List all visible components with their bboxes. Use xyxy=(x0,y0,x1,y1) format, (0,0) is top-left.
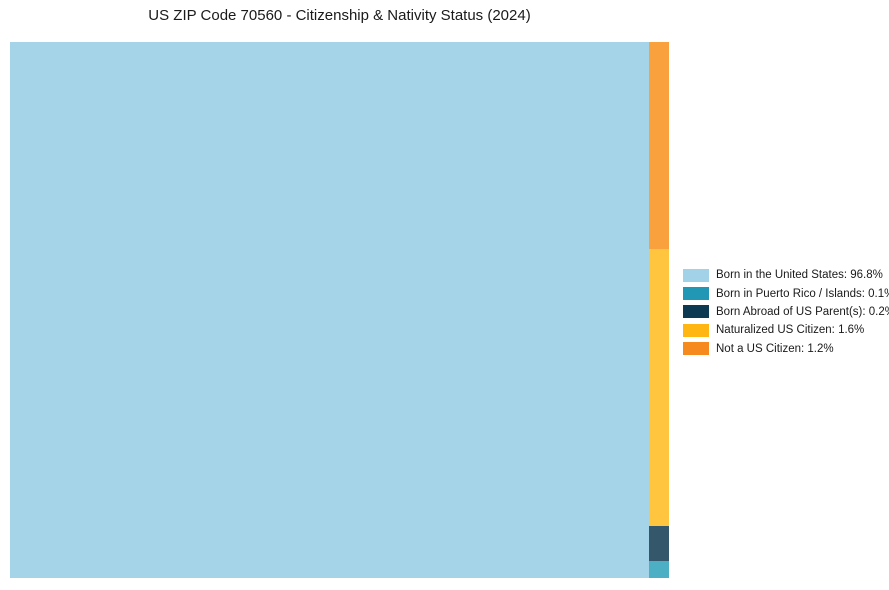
treemap-column xyxy=(648,42,669,578)
legend-label: Not a US Citizen: 1.2% xyxy=(716,342,834,355)
legend-item: Born in the United States: 96.8% xyxy=(683,266,889,284)
legend-label: Naturalized US Citizen: 1.6% xyxy=(716,324,865,337)
legend-swatch-icon xyxy=(683,305,709,319)
treemap-rect-born-in-puerto-rico-islands xyxy=(648,560,669,578)
legend-label: Born in the United States: 96.8% xyxy=(716,269,883,282)
treemap xyxy=(10,42,669,578)
treemap-rect-not-a-us-citizen xyxy=(648,42,669,250)
legend-swatch-icon xyxy=(683,342,709,356)
legend-label: Born Abroad of US Parent(s): 0.2% xyxy=(716,305,889,318)
chart-title: US ZIP Code 70560 - Citizenship & Nativi… xyxy=(148,7,531,24)
treemap-rect-naturalized-us-citizen xyxy=(648,249,669,527)
treemap-rect-born-abroad-of-us-parent-s xyxy=(648,526,669,561)
legend-swatch-icon xyxy=(683,268,709,282)
legend-item: Born Abroad of US Parent(s): 0.2% xyxy=(683,303,889,321)
legend-label: Born in Puerto Rico / Islands: 0.1% xyxy=(716,287,889,300)
legend-item: Naturalized US Citizen: 1.6% xyxy=(683,321,889,339)
legend-item: Born in Puerto Rico / Islands: 0.1% xyxy=(683,284,889,302)
legend-swatch-icon xyxy=(683,287,709,301)
legend: Born in the United States: 96.8% Born in… xyxy=(683,266,889,358)
treemap-rect-born-in-the-united-states xyxy=(10,42,649,578)
legend-item: Not a US Citizen: 1.2% xyxy=(683,340,889,358)
legend-swatch-icon xyxy=(683,323,709,337)
